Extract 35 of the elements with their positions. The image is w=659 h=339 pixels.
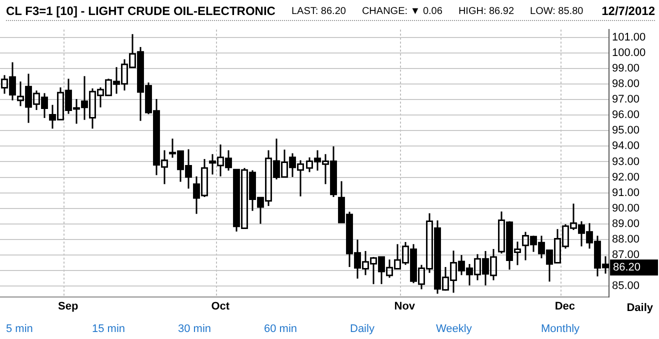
text: Monthly	[541, 323, 581, 335]
y-tick-label: 96.00	[612, 109, 640, 122]
text: 15 min	[92, 323, 126, 335]
text: CHANGE: ▼ 0.06	[362, 6, 442, 16]
x-tick-label: Dec	[554, 300, 576, 313]
y-tick-label: 94.00	[612, 140, 640, 152]
x-tick-label: Oct	[211, 300, 230, 313]
text: 5 min	[6, 323, 34, 335]
y-tick-label: 92.00	[612, 171, 640, 184]
y-tick-label: 91.00	[612, 186, 640, 199]
y-tick-label: 101.00	[612, 31, 646, 44]
y-tick-label: 90.00	[612, 202, 640, 214]
x-tick-label: Sep	[58, 300, 78, 313]
x-tick-label: Nov	[394, 300, 416, 313]
y-tick-label: 88.00	[612, 234, 640, 246]
y-tick-label: 93.00	[612, 156, 640, 168]
text: LOW: 85.80	[530, 6, 584, 16]
text: Weekly	[436, 323, 473, 335]
text: 30 min	[178, 323, 212, 335]
y-tick-label: 87.00	[612, 249, 640, 262]
text: 60 min	[264, 323, 298, 335]
y-tick-label: 99.00	[612, 62, 640, 74]
text: Daily	[626, 302, 653, 314]
y-tick-label: 85.00	[612, 280, 640, 292]
text: HIGH: 86.92	[458, 6, 514, 16]
y-tick-label: 95.00	[612, 124, 640, 137]
y-tick-label: 100.00	[612, 46, 646, 59]
chart-title: CL F3=1 [10] - LIGHT CRUDE OIL-ELECTRONIC	[6, 4, 276, 18]
text: Daily	[350, 323, 376, 335]
y-tick-label: 89.00	[612, 218, 640, 230]
y-tick-label: 97.00	[612, 94, 640, 106]
y-tick-label: 98.00	[612, 78, 640, 90]
text: LAST: 86.20	[291, 6, 346, 16]
text: 86.20	[613, 261, 641, 274]
text: 12/7/2012	[602, 4, 655, 18]
